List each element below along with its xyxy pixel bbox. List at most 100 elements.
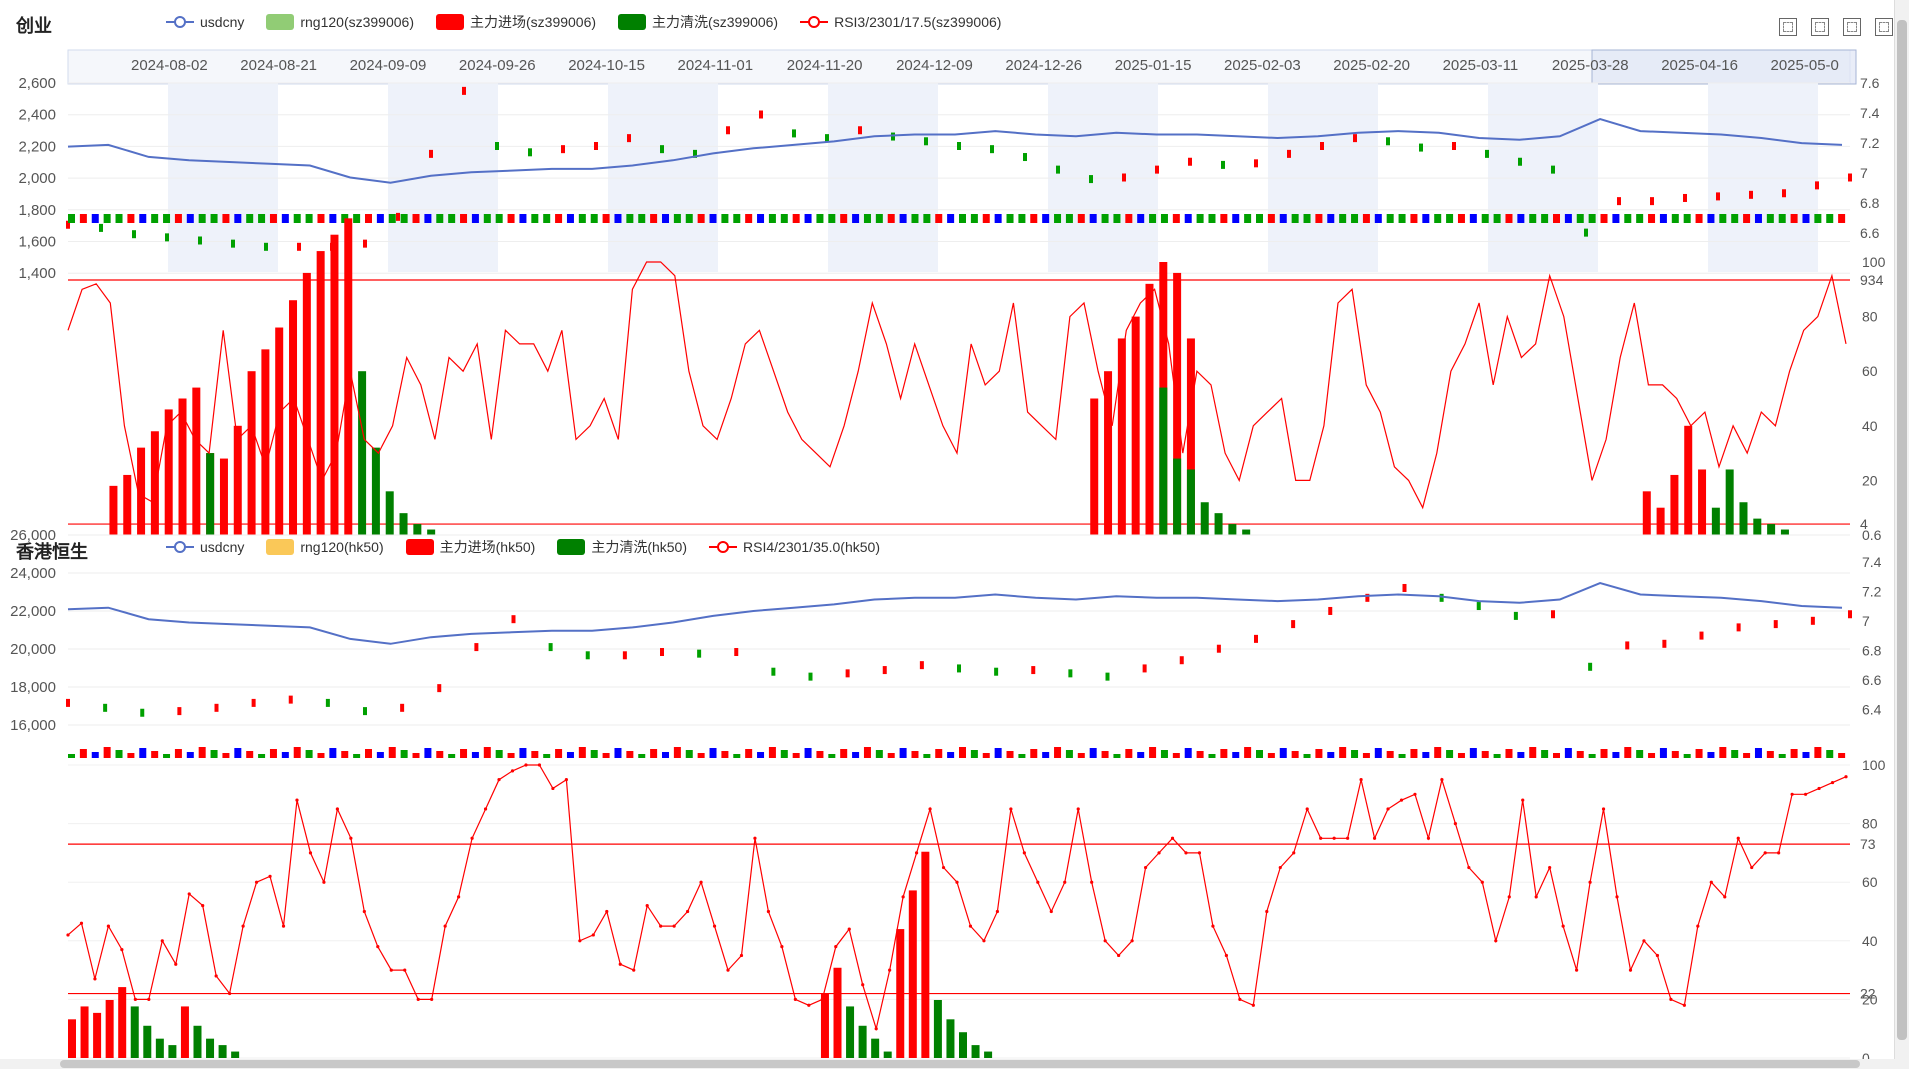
rsi-point (389, 968, 393, 972)
flow-bar (911, 214, 919, 223)
candle (103, 703, 108, 712)
flow-bar (234, 748, 242, 758)
flow-bar (139, 748, 147, 758)
cleanse-bar (1767, 524, 1776, 535)
rsi-point (578, 939, 582, 943)
rsi-point (322, 880, 326, 884)
flow-bar (780, 214, 788, 223)
inflow-bar (302, 272, 311, 535)
candle (957, 664, 961, 673)
flow-bar (543, 214, 551, 223)
flow-bar (1196, 214, 1204, 223)
date-band (1488, 83, 1598, 272)
cleanse-bar (231, 1051, 240, 1058)
rsi-point (1453, 822, 1457, 826)
top-legend-item-2[interactable]: 主力进场(sz399006) (436, 12, 596, 32)
y-right-tick-label: 7 (1862, 613, 1870, 629)
candle (1287, 149, 1291, 158)
flow-bar (1244, 747, 1252, 758)
inflow-bar (896, 929, 905, 1058)
rsi-point (1143, 865, 1148, 870)
flow-bar (471, 214, 479, 223)
inflow-bar (178, 398, 187, 535)
flow-bar (1006, 214, 1014, 223)
top-legend-item-0[interactable]: usdcny (166, 14, 244, 30)
x-tick-label: 2025-04-16 (1661, 57, 1738, 74)
rsi-point (1440, 778, 1444, 782)
flow-bar (507, 753, 515, 758)
rsi-point (739, 953, 744, 958)
bottom-legend-item-3[interactable]: 主力清洗(hk50) (557, 537, 687, 557)
flow-bar (448, 754, 456, 758)
rsi-point (1817, 786, 1821, 791)
flow-bar (1018, 214, 1026, 223)
flow-bar (1707, 752, 1715, 758)
rsi-point (254, 880, 259, 884)
flow-bar (1434, 747, 1442, 758)
rsi-point (1211, 924, 1215, 928)
top-legend-item-4[interactable]: RSI3/2301/17.5(sz399006) (800, 14, 1001, 30)
flow-bar (626, 214, 634, 223)
top-legend-item-3[interactable]: 主力清洗(sz399006) (618, 12, 778, 32)
rsi-point (470, 836, 474, 840)
inflow-bar (219, 458, 228, 535)
rsi-point (457, 895, 461, 899)
flow-bar (1754, 748, 1762, 758)
bottom-legend-item-1[interactable]: rng120(hk50) (266, 539, 384, 555)
flow-bar (1220, 214, 1228, 223)
flow-bar (1149, 747, 1157, 758)
cleanse-bar (1711, 507, 1720, 535)
flow-bar (79, 214, 87, 223)
flow-bar (555, 749, 563, 758)
flow-bar (1267, 753, 1275, 758)
rsi-point (281, 924, 286, 928)
rsi-point (416, 997, 420, 1002)
flow-bar (1576, 751, 1584, 758)
rsi-point (901, 895, 905, 899)
bottom-legend-item-4[interactable]: RSI4/2301/35.0(hk50) (709, 539, 880, 555)
flow-bar (852, 214, 860, 223)
candle (474, 643, 479, 652)
rsi-right-tick-label: 0.6 (1862, 527, 1882, 543)
bottom-legend-item-2[interactable]: 主力进场(hk50) (405, 537, 535, 557)
inflow-bar (316, 251, 325, 535)
flow-bar (804, 214, 812, 223)
flow-bar (269, 214, 277, 223)
flow-bar (1362, 214, 1370, 223)
flow-bar (923, 754, 931, 758)
rsi-point (1803, 792, 1808, 796)
x-tick-label: 2024-08-21 (240, 57, 317, 74)
zoom-reset-icon[interactable] (1811, 18, 1829, 36)
candle (1782, 189, 1786, 198)
flow-bar (1220, 749, 1228, 758)
data-view-icon[interactable] (1843, 18, 1861, 36)
flow-bar (745, 749, 753, 758)
bottom-legend-item-0[interactable]: usdcny (166, 539, 244, 555)
cleanse-bar (358, 371, 367, 535)
candle (1439, 593, 1444, 602)
rsi-point (201, 904, 205, 908)
candle (1551, 165, 1555, 174)
flow-bar (1719, 214, 1727, 223)
y-left-tick-label: 26,000 (10, 527, 56, 544)
y-left-tick-label: 1,600 (18, 234, 56, 251)
candle (726, 126, 730, 135)
inflow-bar (344, 218, 353, 535)
cleanse-bar (971, 1045, 980, 1058)
restore-icon[interactable] (1875, 18, 1893, 36)
flow-bar (1529, 747, 1537, 758)
flow-bar (269, 749, 277, 758)
flow-bar (127, 753, 135, 758)
top-legend-item-1[interactable]: rng120(sz399006) (266, 14, 414, 30)
zoom-select-icon[interactable] (1779, 18, 1797, 36)
horizontal-scrollbar[interactable] (0, 1059, 1895, 1069)
rsi-right-tick-label: 20 (1862, 991, 1878, 1007)
y-left-tick-label: 16,000 (10, 717, 56, 734)
vertical-scrollbar[interactable] (1894, 0, 1909, 1069)
flow-bar (1422, 214, 1430, 223)
flow-bar (792, 753, 800, 758)
horizontal-scroll-thumb[interactable] (60, 1060, 1860, 1068)
vertical-scroll-thumb[interactable] (1897, 20, 1907, 1040)
flow-bar (1232, 214, 1240, 223)
cleanse-bar (846, 1006, 855, 1058)
